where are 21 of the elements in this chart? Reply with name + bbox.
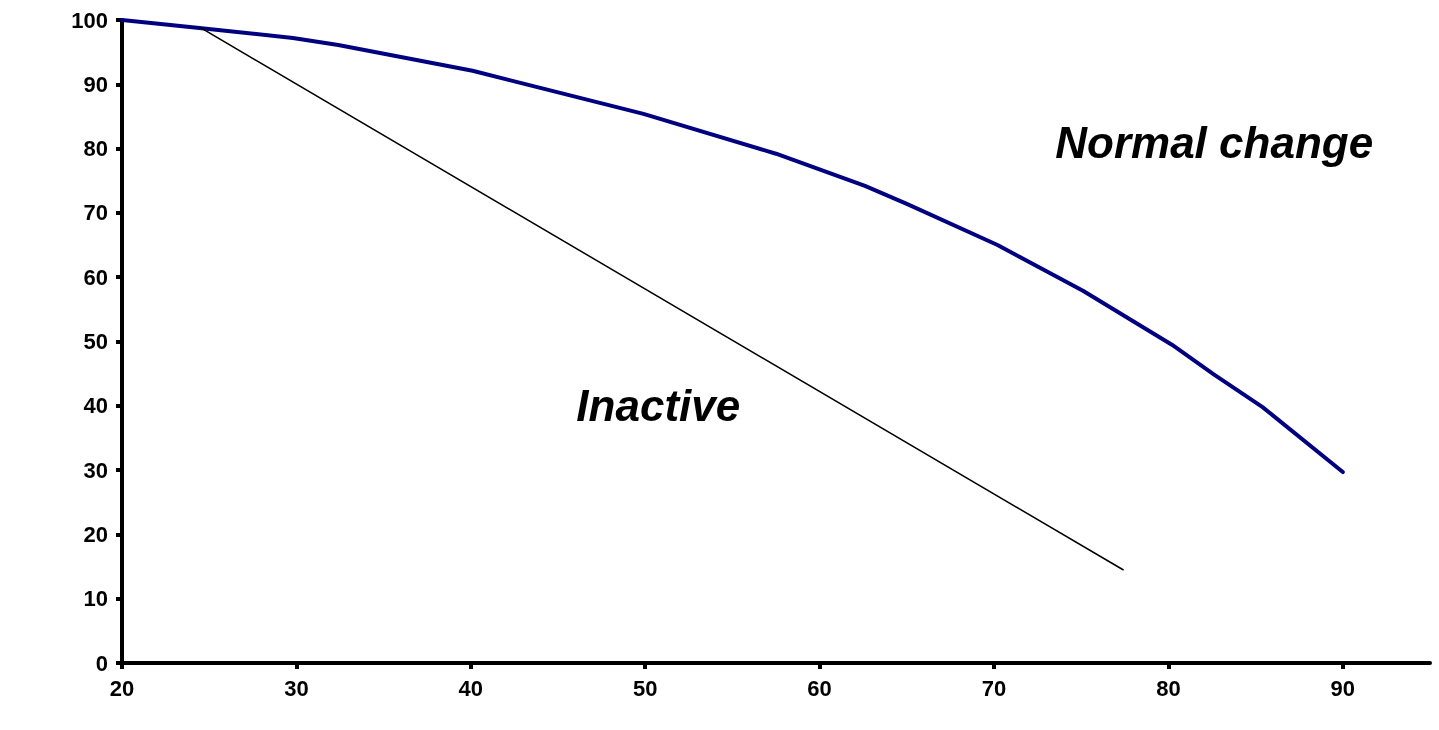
y-tick-label: 40 [83, 393, 108, 419]
y-tick-label: 30 [83, 457, 108, 483]
y-tick-label: 90 [83, 71, 108, 97]
x-tick-label: 80 [1156, 675, 1181, 701]
x-tick-label: 70 [981, 675, 1007, 701]
series-label: Inactive [576, 381, 741, 431]
y-tick-label: 100 [71, 7, 108, 33]
x-tick-label: 20 [109, 675, 135, 701]
y-tick-label: 10 [83, 586, 108, 612]
x-tick-label: 60 [807, 675, 832, 701]
y-tick-label: 0 [95, 650, 108, 676]
x-tick-label: 30 [284, 675, 309, 701]
x-tick-label: 50 [632, 675, 658, 701]
y-tick-label: 80 [83, 136, 108, 162]
y-tick-label: 20 [83, 521, 108, 547]
x-tick-label: 90 [1330, 675, 1356, 701]
y-tick-label: 50 [83, 329, 108, 354]
y-tick-label: 60 [83, 264, 108, 290]
y-tick-label: 70 [83, 200, 108, 226]
text: Normal change [1055, 117, 1374, 167]
x-tick-label: 40 [458, 675, 484, 701]
